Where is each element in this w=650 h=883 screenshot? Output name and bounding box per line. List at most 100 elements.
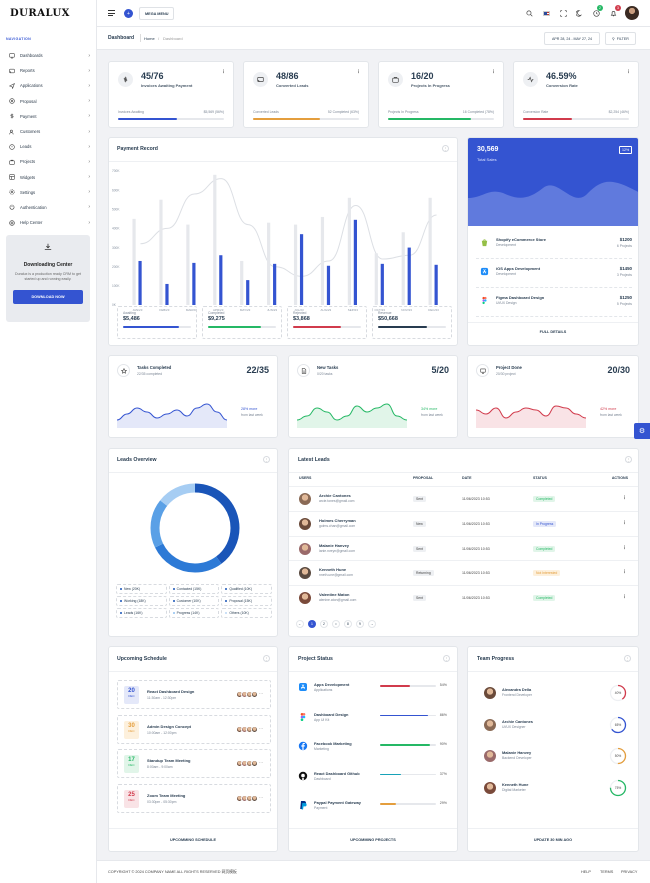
sales-item[interactable]: Shopify eCommerce Store Development $1200 6… xyxy=(476,230,632,259)
fullscreen-icon[interactable] xyxy=(560,10,567,18)
summary-value: $50,668 xyxy=(378,316,398,322)
table-row[interactable]: Holmes Cherryman golms.chan@gmail.com New 1… xyxy=(289,510,638,536)
bell-icon[interactable] xyxy=(610,10,617,18)
row-actions-icon[interactable]: ⋮ xyxy=(622,519,627,526)
nav-item-payment[interactable]: Payment › xyxy=(0,109,97,124)
project-item[interactable]: React Dashboard Github Dashboard 37% xyxy=(298,769,453,795)
leads-overview-title: Leads Overview xyxy=(117,457,157,463)
team-member[interactable]: Archie Cantones UI/UX Designer 65% xyxy=(482,715,628,737)
legend-dot xyxy=(225,612,228,614)
legend-dot xyxy=(120,600,122,602)
nav-item-authentication[interactable]: Authentication › xyxy=(0,200,97,215)
project-item[interactable]: Dashboard Design App UI Kit 86% xyxy=(298,710,453,736)
x-tick-label: OCT/23 xyxy=(374,308,385,312)
nav-item-projects[interactable]: Projects › xyxy=(0,154,97,169)
footer-privacy-link[interactable]: PRIVACY xyxy=(621,870,638,874)
schedule-item[interactable]: 25 DEC Zoom Team Meeting 03:30pm - 05:30pm ·… xyxy=(117,783,271,813)
date-badge: 30 DEC xyxy=(124,720,139,739)
more-icon[interactable]: ⋮ xyxy=(263,456,270,463)
more-icon[interactable]: ⋮ xyxy=(442,145,449,152)
sales-item[interactable]: iOS Apps Development Development $1450 3 Pr… xyxy=(476,259,632,288)
pagination-item[interactable]: 9 xyxy=(356,620,364,628)
table-row[interactable]: Valentine Maton alenine.aton@gmail.com Sen… xyxy=(289,585,638,610)
status-badge: Completed xyxy=(533,545,556,552)
legend-label: New (20K) xyxy=(124,587,141,591)
pagination-item[interactable]: ← xyxy=(296,620,304,628)
more-icon[interactable]: ⋮ xyxy=(625,456,632,463)
attendee-avatars: ··· xyxy=(236,794,263,802)
schedule-item[interactable]: 30 DEC Admin Design Concept 10:00am - 12:00… xyxy=(117,714,271,744)
more-icon[interactable]: ⋮ xyxy=(624,655,631,662)
task-card: New Tasks 0/20 tasks 5/20 34% more from last… xyxy=(288,355,458,438)
table-row[interactable]: Kenneth Hune nneth.une@gmail.com Returning… xyxy=(289,560,638,585)
mega-menu-button[interactable]: MEGA MENU xyxy=(139,7,175,20)
projects-footer-link[interactable]: UPCOMMING PROJECTS xyxy=(350,838,396,842)
filter-button[interactable]: ⚲ FILTER xyxy=(605,32,636,45)
nav-item-help-center[interactable]: Help Center › xyxy=(0,215,97,230)
nav-item-settings[interactable]: Settings › xyxy=(0,185,97,200)
add-icon[interactable]: + xyxy=(124,9,133,18)
footer-help-link[interactable]: HELP xyxy=(581,870,591,874)
nav-item-applications[interactable]: Applications › xyxy=(0,78,97,93)
nav-item-customers[interactable]: Customers › xyxy=(0,124,97,139)
task-title: New Tasks xyxy=(317,365,339,370)
nav-item-proposal[interactable]: Proposal › xyxy=(0,94,97,109)
more-icon[interactable]: ⋮ xyxy=(626,69,631,75)
team-member[interactable]: Alexandra Della Frontend Developer 40% xyxy=(482,683,628,705)
footer-terms-link[interactable]: TERMS xyxy=(600,870,614,874)
clock-icon[interactable] xyxy=(593,10,600,18)
avatar xyxy=(484,781,496,794)
breadcrumb-home[interactable]: Home xyxy=(144,35,155,41)
flag-icon[interactable] xyxy=(543,11,550,16)
more-icon[interactable]: ⋮ xyxy=(443,655,450,662)
schedule-footer-link[interactable]: UPCOMMING SCHEDULE xyxy=(170,838,216,842)
row-actions-icon[interactable]: ⋮ xyxy=(622,495,627,501)
nav-item-dashboards[interactable]: Dashboards › xyxy=(0,48,97,63)
more-icon[interactable]: ⋮ xyxy=(356,69,361,75)
table-row[interactable]: Malanie Hanvey lanie.nveyn@gmail.com Sent 1… xyxy=(289,535,638,561)
team-member[interactable]: Malanie Hanvey Backend Developer 50% xyxy=(482,746,628,768)
brand-logo[interactable]: DURALUX xyxy=(10,8,70,19)
stat-foot-label: Invoices Awaiting xyxy=(118,110,144,114)
more-icon[interactable]: ⋮ xyxy=(491,69,496,75)
legend-dot xyxy=(172,588,175,590)
download-button[interactable]: DOWNLOAD NOW xyxy=(13,290,83,304)
more-icon[interactable]: ⋮ xyxy=(221,69,226,75)
chevron-right-icon: › xyxy=(88,82,90,89)
legend-item: Progress (14K) xyxy=(168,608,220,618)
row-actions-icon[interactable]: ⋮ xyxy=(622,544,627,551)
full-details-link[interactable]: FULL DETAILS xyxy=(539,330,567,334)
dark-mode-icon[interactable] xyxy=(575,10,583,18)
schedule-item[interactable]: 17 DEC Standup Team Meeting 8:00am - 9:00am… xyxy=(117,749,271,778)
lead-name: Malanie Hanvey xyxy=(319,542,350,548)
menu-toggle-icon[interactable] xyxy=(108,10,115,16)
team-footer-link[interactable]: UPDATE 30 MIN AGO xyxy=(533,838,573,842)
user-avatar[interactable] xyxy=(625,6,639,20)
latest-leads-card: Latest Leads ⋮ USERS PROPOSAL DATE STATUS AC… xyxy=(288,448,639,637)
sales-item[interactable]: Figma Dashboard Design UI/UX Design $1250 5… xyxy=(476,288,632,317)
summary-progress xyxy=(378,326,446,328)
table-row[interactable]: Archie Cantones arcie.tones@gmail.com Sent… xyxy=(289,486,638,511)
more-icon[interactable]: ⋮ xyxy=(263,655,270,662)
row-actions-icon[interactable]: ⋮ xyxy=(622,569,627,576)
pagination-item[interactable]: 8 xyxy=(344,620,352,628)
schedule-item[interactable]: 20 DEC React Dashboard Design 11:30am - 12:… xyxy=(117,680,271,709)
pagination-item[interactable]: 2 xyxy=(320,620,328,628)
avatar xyxy=(299,592,311,605)
pagination-item[interactable]: • xyxy=(332,620,340,628)
search-icon[interactable] xyxy=(526,10,533,18)
nav-item-widgets[interactable]: Widgets › xyxy=(0,170,97,185)
project-item[interactable]: Facebook Marketing Marketing 90% xyxy=(298,739,453,765)
row-actions-icon[interactable]: ⋮ xyxy=(622,594,627,601)
project-item[interactable]: Apps Development Applications 54% xyxy=(298,680,453,706)
pagination-item[interactable]: 1 xyxy=(308,620,316,628)
summary-value: $9,275 xyxy=(208,316,225,322)
nav-item-reports[interactable]: Reports › xyxy=(0,63,97,78)
nav-item-leads[interactable]: Leads › xyxy=(0,139,97,154)
divider xyxy=(140,34,141,42)
date-range-picker[interactable]: APR 28, 24 - MAY 27, 24 xyxy=(544,32,600,45)
team-member[interactable]: Kenneth Hune Digital Marketer 75% xyxy=(482,778,628,800)
pagination-item[interactable]: → xyxy=(368,620,376,628)
theme-settings-icon[interactable]: ⚙ xyxy=(634,423,650,439)
project-item[interactable]: Paypal Payment Gateway Payment 29% xyxy=(298,798,453,824)
